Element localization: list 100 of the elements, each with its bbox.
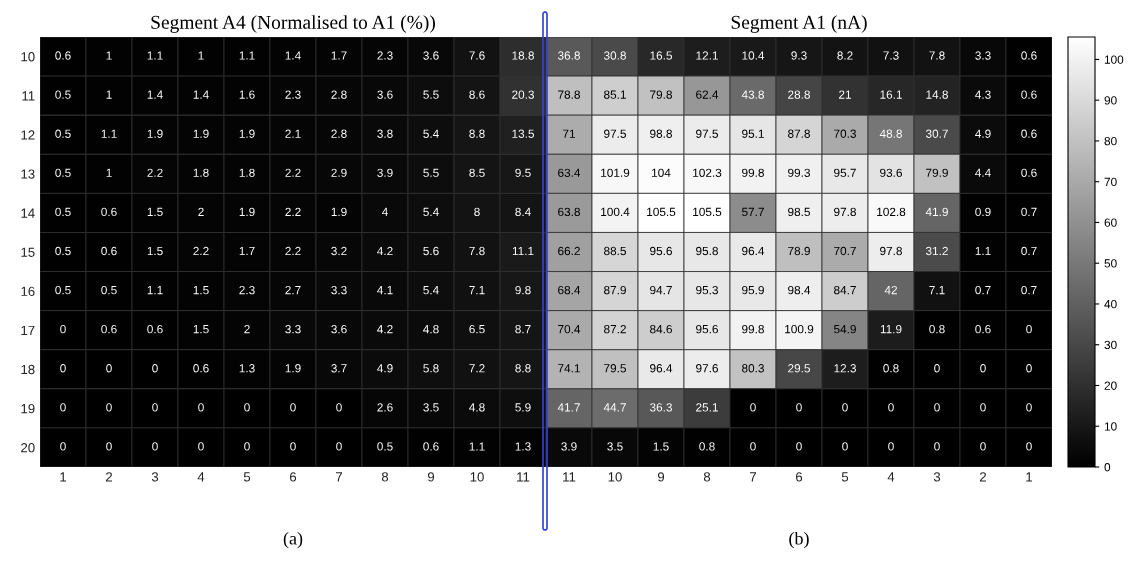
data-label: 0 [290,403,296,412]
data-label: 54.9 [833,324,856,334]
data-label: 4.9 [377,364,393,373]
data-label: 25.1 [696,403,718,412]
chart-title: Segment A1 (nA) [731,15,867,33]
data-label: 93.6 [880,168,902,177]
data-label: 0.8 [883,364,899,373]
data-label: 1.6 [239,90,255,99]
data-label: 0 [980,442,986,451]
data-label: 0 [336,403,342,412]
data-label: 1.4 [193,90,209,99]
data-label: 95.6 [650,246,672,256]
y-tick-label: 13 [21,169,35,179]
data-label: 0.6 [1021,129,1037,138]
data-label: 0 [842,403,848,412]
data-label: 105.5 [647,207,676,217]
data-label: 0 [198,442,204,451]
data-label: 104 [652,168,671,177]
data-label: 0 [198,403,204,412]
color-bar-label: 50 [1104,259,1117,268]
data-label: 102.3 [693,168,722,177]
data-label: 2.3 [285,90,301,99]
data-label: 43.8 [741,90,764,99]
data-label: 4.1 [377,286,393,295]
data-label: 0 [1026,364,1032,373]
data-label: 0.6 [101,207,117,217]
x-tick-label: 4 [887,472,895,482]
data-label: 4.9 [975,129,991,138]
data-label: 9.3 [791,51,807,60]
data-label: 29.5 [788,364,810,373]
data-label: 8.2 [837,51,853,60]
data-label: 5.6 [423,246,439,256]
data-label: 95.8 [696,246,718,256]
data-label: 10.4 [742,51,765,60]
data-label: 2.2 [193,246,209,256]
data-label: 3.5 [607,442,623,451]
data-label: 1 [106,90,112,99]
data-label: 0.6 [1021,51,1037,60]
data-label: 3.9 [377,168,393,177]
data-label: 36.3 [649,403,672,412]
data-label: 99.8 [742,168,764,177]
data-label: 8.4 [515,207,531,217]
data-label: 1.1 [975,246,991,256]
data-label: 99.3 [788,168,810,177]
data-label: 2.7 [285,285,301,295]
x-tick-label: 3 [933,472,941,482]
data-label: 16.1 [880,90,902,99]
data-label: 80.3 [742,364,764,373]
data-label: 7.1 [929,286,945,295]
data-label: 6.5 [469,324,485,334]
y-tick-label: 18 [21,364,35,375]
data-label: 1.4 [147,90,163,99]
data-label: 1.9 [285,364,301,373]
data-label: 84.7 [834,285,856,295]
data-label: 1.1 [147,286,163,295]
color-bar-label: 0 [1104,463,1111,472]
data-label: 4.4 [975,168,991,177]
y-tick-label: 14 [21,208,35,218]
data-label: 0.6 [1021,168,1037,177]
data-label: 0 [106,442,112,451]
x-tick-label: 10 [608,472,622,482]
data-label: 1.3 [239,364,255,373]
x-tick-label: 8 [703,472,711,482]
data-label: 2.9 [331,168,347,177]
y-tick-label: 12 [21,130,35,140]
data-label: 0.8 [929,324,945,334]
data-label: 2.3 [377,51,393,60]
data-label: 7.8 [469,246,485,256]
x-tick-label: 6 [796,472,803,482]
data-label: 74.1 [558,364,580,373]
data-label: 3.3 [331,285,347,295]
data-label: 1.9 [193,129,209,138]
data-label: 1 [198,51,204,60]
data-label: 1.1 [147,51,163,60]
x-tick-label: 11 [563,472,576,482]
data-label: 97.5 [696,129,718,138]
data-label: 3.9 [561,442,577,451]
data-label: 44.7 [603,403,626,412]
data-label: 70.7 [834,246,856,256]
data-label: 2.3 [239,285,255,295]
data-label: 0 [1026,442,1032,451]
y-tick-label: 11 [22,91,35,101]
data-label: 1.1 [101,129,117,138]
color-bar-label: 30 [1104,340,1117,350]
data-label: 4.2 [377,324,393,334]
data-label: 0.6 [101,324,117,334]
data-label: 68.4 [558,285,581,295]
data-label: 0 [106,403,112,412]
data-label: 4.8 [469,403,485,412]
color-bar-label: 20 [1104,381,1117,390]
data-label: 0.5 [55,168,71,177]
data-label: 2.1 [285,129,301,138]
data-label: 0.6 [101,246,117,256]
data-label: 3.7 [331,364,347,373]
data-label: 7.3 [883,51,899,60]
data-label: 5.4 [423,286,439,295]
x-tick-label: 9 [657,472,665,482]
data-label: 95.3 [696,285,718,295]
data-label: 0.6 [55,51,71,60]
data-label: 105.5 [693,207,722,217]
